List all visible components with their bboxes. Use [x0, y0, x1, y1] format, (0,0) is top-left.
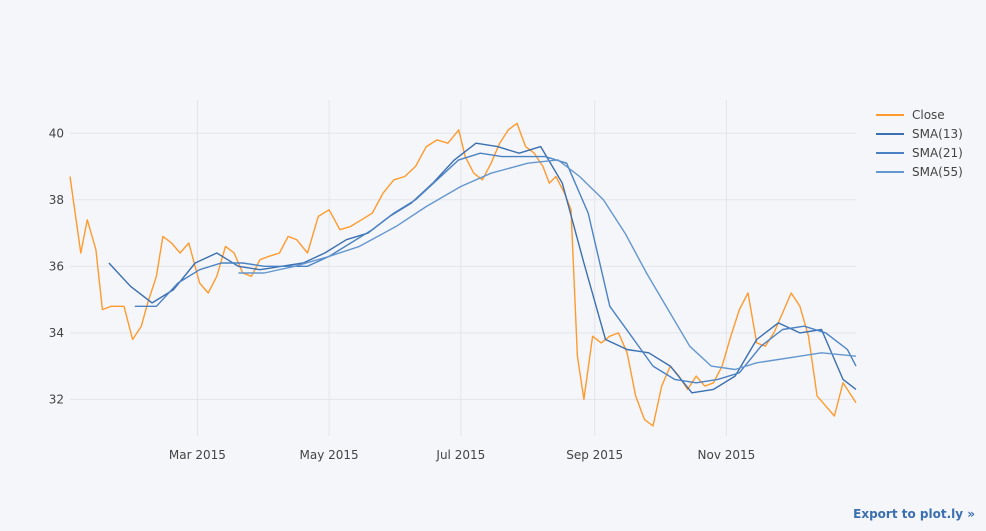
x-tick-label: Nov 2015 — [698, 448, 756, 462]
series-line-sma-21 — [134, 152, 857, 384]
legend-label: SMA(13) — [912, 127, 963, 141]
y-tick-label: 38 — [49, 193, 64, 207]
y-tick-label: 36 — [49, 259, 64, 273]
legend-item-close[interactable]: Close — [876, 108, 945, 122]
legend-item-sma-13[interactable]: SMA(13) — [876, 127, 963, 141]
legend[interactable]: Close SMA(13) SMA(21) SMA(55) — [876, 108, 963, 179]
export-to-plotly-link[interactable]: Export to plot.ly » — [853, 507, 975, 521]
series-line-sma-55 — [238, 159, 857, 371]
legend-item-sma-21[interactable]: SMA(21) — [876, 146, 963, 160]
legend-item-sma-55[interactable]: SMA(55) — [876, 165, 963, 179]
legend-label: Close — [912, 108, 945, 122]
axis-labels: Mar 2015 May 2015 Jul 2015 Sep 2015 Nov 2015… — [49, 126, 756, 462]
x-tick-label: Mar 2015 — [169, 448, 226, 462]
y-tick-label: 40 — [49, 126, 64, 140]
x-tick-label: Jul 2015 — [435, 448, 485, 462]
y-tick-label: 32 — [49, 392, 64, 406]
x-tick-label: May 2015 — [300, 448, 359, 462]
x-tick-label: Sep 2015 — [566, 448, 623, 462]
series-line-sma-13 — [108, 142, 857, 394]
legend-label: SMA(21) — [912, 146, 963, 160]
legend-label: SMA(55) — [912, 165, 963, 179]
y-tick-label: 34 — [49, 326, 64, 340]
series-line-close — [69, 122, 857, 427]
series-layer — [69, 122, 857, 427]
grid-layer — [70, 100, 856, 436]
